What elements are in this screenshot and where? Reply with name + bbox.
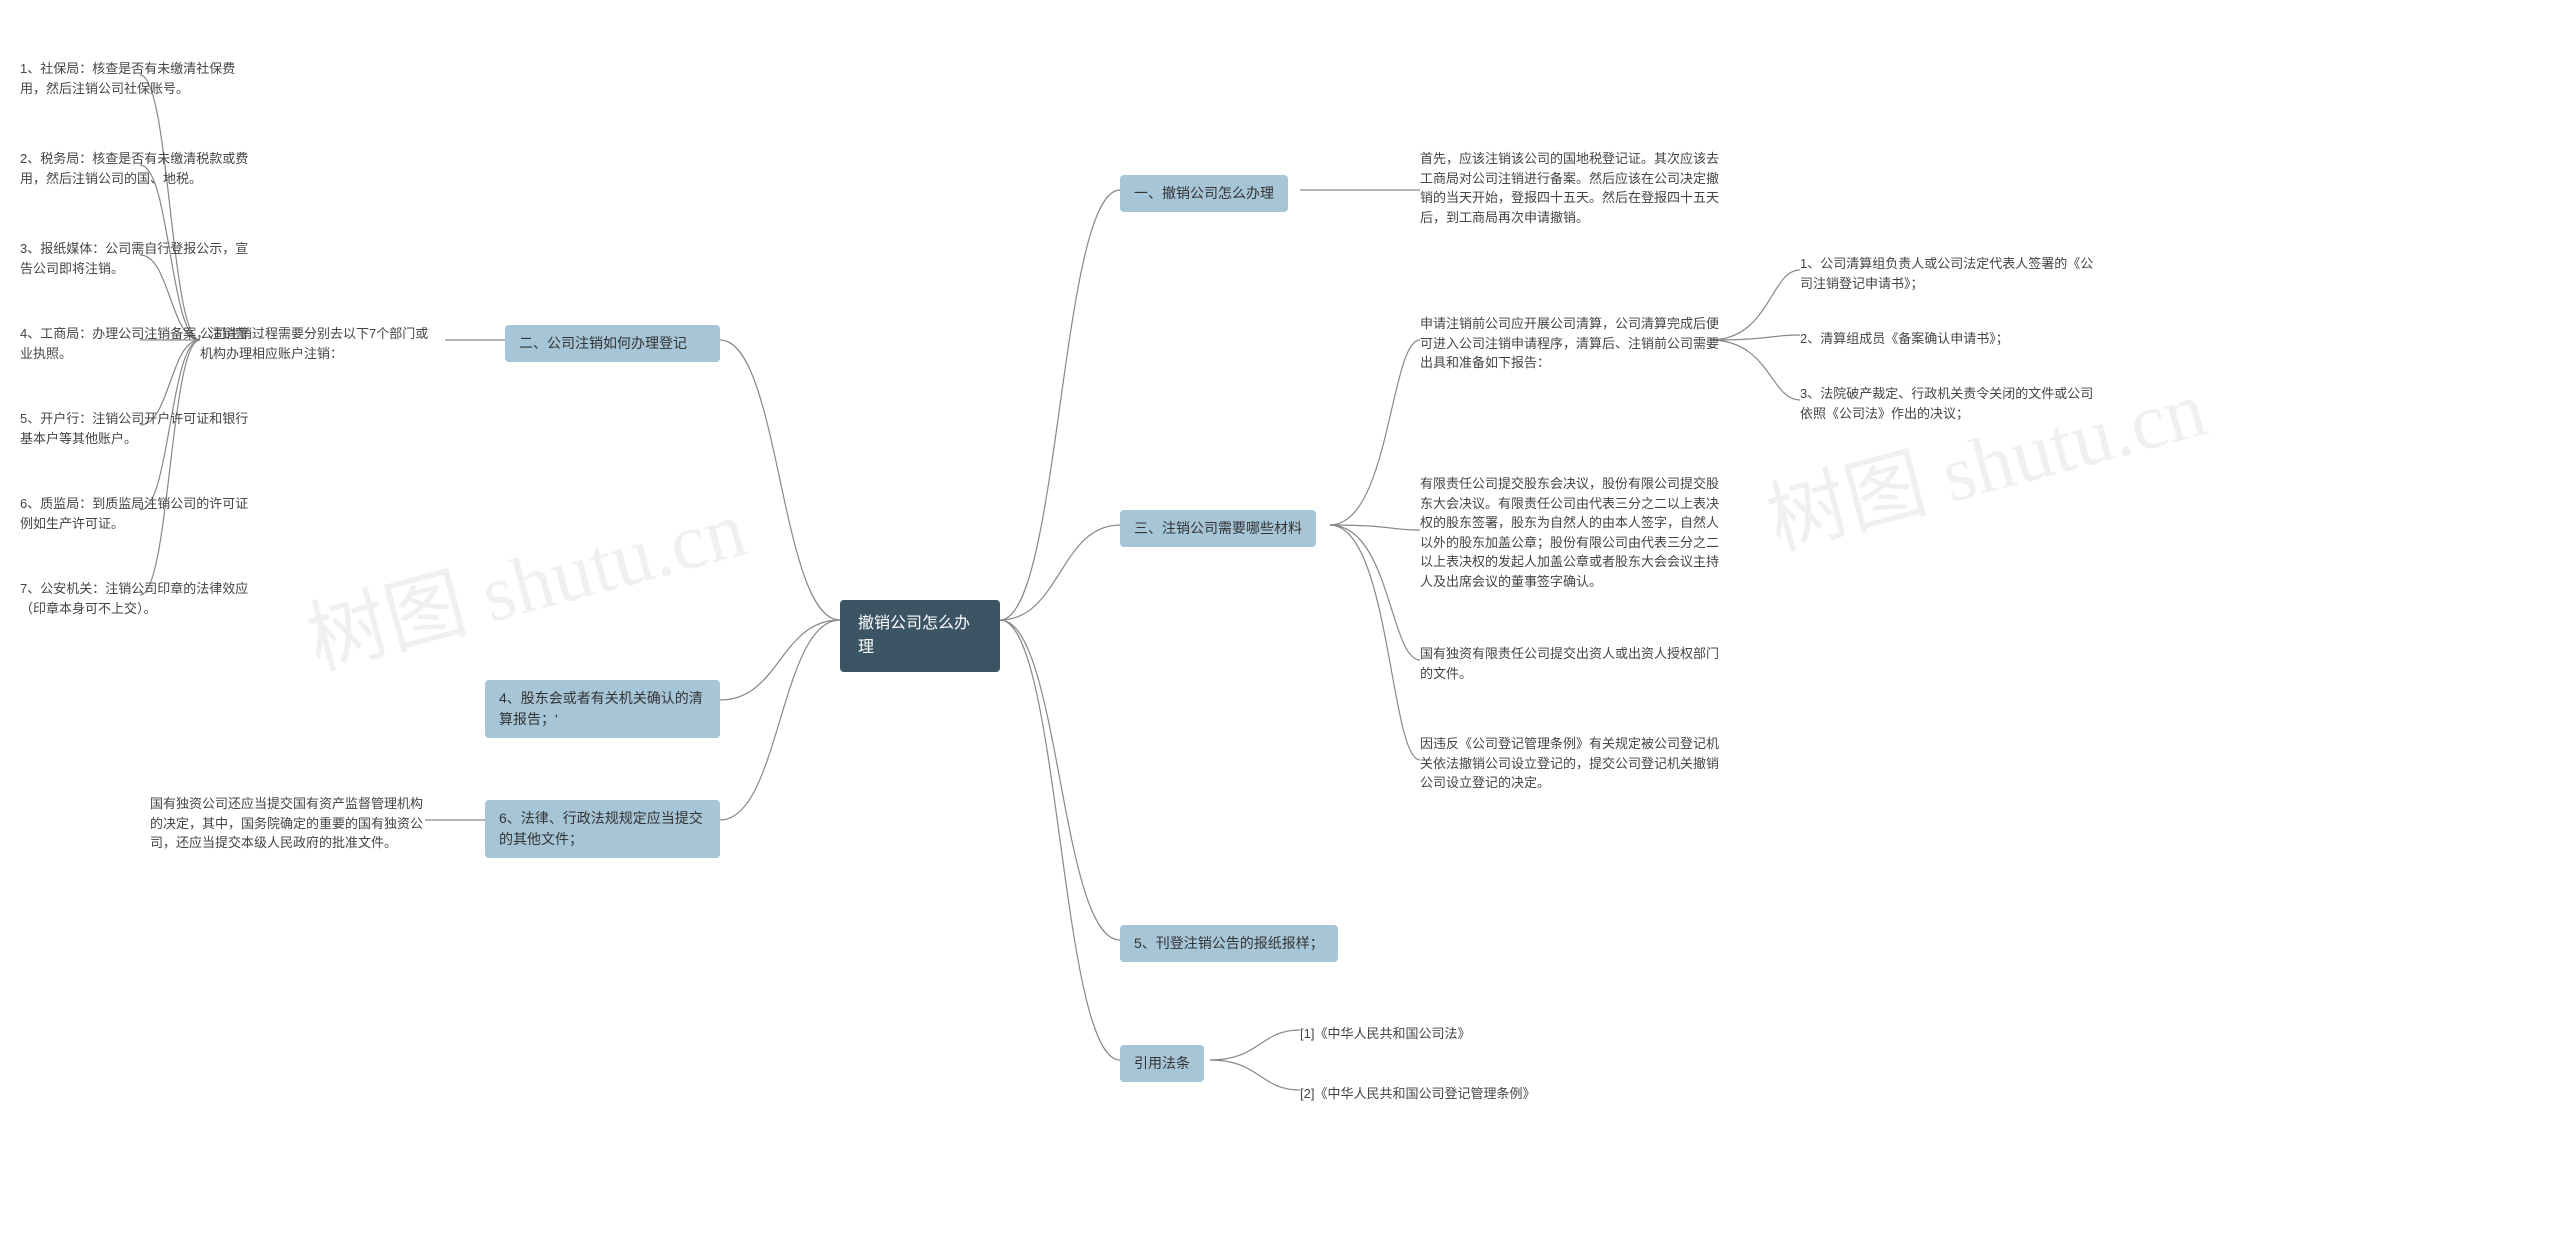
leaf-l2-7: 7、公安机关：注销公司印章的法律效应（印章本身可不上交）。 xyxy=(20,575,260,622)
leaf-r3-1: 申请注销前公司应开展公司清算，公司清算完成后便可进入公司注销申请程序，清算后、注… xyxy=(1420,310,1720,377)
leaf-l2-3: 3、报纸媒体：公司需自行登报公示，宣告公司即将注销。 xyxy=(20,235,260,282)
node-ref: 引用法条 xyxy=(1120,1045,1204,1082)
leaf-l2-5: 5、开户行：注销公司开户许可证和银行基本户等其他账户。 xyxy=(20,405,260,452)
leaf-l2-1: 1、社保局：核查是否有未缴清社保费用，然后注销公司社保账号。 xyxy=(20,55,260,102)
leaf-r3-3: 国有独资有限责任公司提交出资人或出资人授权部门的文件。 xyxy=(1420,640,1720,687)
node-r5: 5、刊登注销公告的报纸报样； xyxy=(1120,925,1338,962)
node-l4: 4、股东会或者有关机关确认的清算报告；' xyxy=(485,680,720,738)
node-r3: 三、注销公司需要哪些材料 xyxy=(1120,510,1316,547)
leaf-r3-4: 因违反《公司登记管理条例》有关规定被公司登记机关依法撤销公司设立登记的，提交公司… xyxy=(1420,730,1720,797)
leaf-r1-1: 首先，应该注销该公司的国地税登记证。其次应该去工商局对公司注销进行备案。然后应该… xyxy=(1420,145,1720,231)
leaf-r3-2: 有限责任公司提交股东会决议，股份有限公司提交股东大会决议。有限责任公司由代表三分… xyxy=(1420,470,1720,595)
leaf-r3-1-1: 1、公司清算组负责人或公司法定代表人签署的《公司注销登记申请书》； xyxy=(1800,250,2100,297)
node-l6: 6、法律、行政法规规定应当提交的其他文件； xyxy=(485,800,720,858)
leaf-r3-1-3: 3、法院破产裁定、行政机关责令关闭的文件或公司依照《公司法》作出的决议； xyxy=(1800,380,2100,427)
node-r1: 一、撤销公司怎么办理 xyxy=(1120,175,1288,212)
leaf-l2-6: 6、质监局：到质监局注销公司的许可证例如生产许可证。 xyxy=(20,490,260,537)
mindmap-canvas: 树图 shutu.cn 树图 shutu.cn xyxy=(0,0,2560,1240)
leaf-l6-1: 国有独资公司还应当提交国有资产监督管理机构的决定，其中，国务院确定的重要的国有独… xyxy=(150,790,425,857)
leaf-l2-2: 2、税务局：核查是否有未缴清税款或费用，然后注销公司的国、地税。 xyxy=(20,145,260,192)
leaf-ref-2: [2]《中华人民共和国公司登记管理条例》 xyxy=(1300,1080,1535,1108)
leaf-ref-1: [1]《中华人民共和国公司法》 xyxy=(1300,1020,1470,1048)
leaf-l2-4: 4、工商局：办理公司注销备案，注销营业执照。 xyxy=(20,320,260,367)
watermark-2: 树图 shutu.cn xyxy=(1753,344,2217,572)
node-l2: 二、公司注销如何办理登记 xyxy=(505,325,720,362)
root-node: 撤销公司怎么办理 xyxy=(840,600,1000,672)
leaf-r3-1-2: 2、清算组成员《备案确认申请书》； xyxy=(1800,325,2009,353)
watermark-1: 树图 shutu.cn xyxy=(293,464,757,692)
